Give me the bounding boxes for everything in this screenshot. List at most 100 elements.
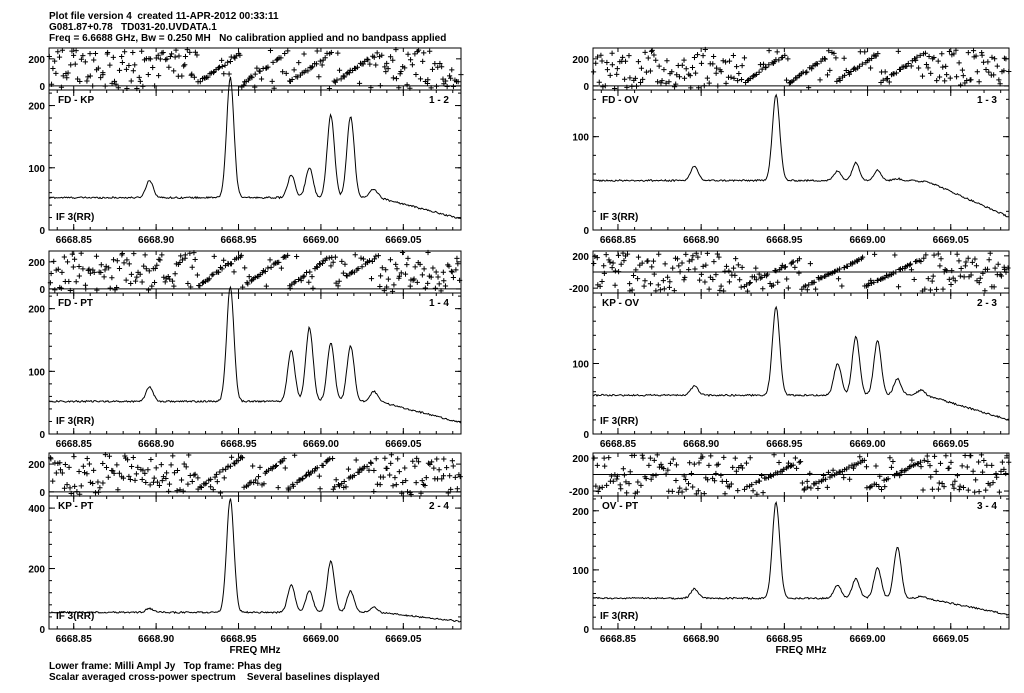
- phase-point: [834, 267, 840, 273]
- phase-point: [432, 285, 438, 291]
- phase-point: [156, 73, 162, 79]
- phase-point: [655, 282, 661, 288]
- phase-y-tick-label: 0: [583, 82, 589, 93]
- phase-point: [128, 280, 134, 287]
- phase-point: [694, 52, 701, 58]
- phase-point: [733, 63, 740, 70]
- phase-point: [976, 489, 982, 495]
- phase-point: [110, 468, 116, 474]
- phase-point: [116, 265, 123, 272]
- baseline-label: FD - KP: [58, 95, 94, 106]
- phase-point: [246, 273, 252, 280]
- panel-fd-ov: 6668.85 6668.90 6668.95 6669.00 6669.05 0 100 0…: [572, 46, 1012, 246]
- phase-point: [871, 279, 877, 285]
- phase-point: [72, 483, 78, 489]
- phase-point: [829, 473, 835, 479]
- phase-point: [614, 476, 620, 482]
- phase-point: [154, 262, 160, 268]
- phase-point: [151, 475, 157, 481]
- amplitude-series-line: [592, 93, 1009, 218]
- phase-point: [314, 264, 320, 270]
- phase-point: [1001, 466, 1007, 472]
- phase-point: [120, 475, 127, 481]
- phase-point: [692, 266, 698, 272]
- phase-point: [990, 479, 996, 486]
- phase-point: [826, 48, 832, 54]
- phase-point: [693, 70, 699, 76]
- phase-point: [163, 475, 169, 482]
- phase-point: [133, 471, 140, 477]
- phase-point: [820, 477, 826, 483]
- phase-point: [907, 262, 913, 268]
- phase-point: [705, 477, 711, 483]
- phase-point: [433, 83, 440, 89]
- phase-point: [58, 285, 64, 291]
- phase-point: [182, 53, 189, 60]
- phase-point: [592, 253, 598, 260]
- phase-point: [228, 261, 235, 267]
- phase-point: [411, 276, 417, 282]
- phase-point: [640, 76, 646, 83]
- phase-point: [624, 490, 630, 496]
- phase-point: [996, 489, 1002, 495]
- phase-point: [633, 267, 639, 273]
- phase-point: [436, 467, 442, 473]
- phase-point: [241, 484, 247, 490]
- phase-point: [602, 83, 608, 89]
- phase-point: [365, 57, 371, 63]
- phase-point: [143, 266, 149, 272]
- phase-point: [103, 464, 110, 471]
- phase-point: [407, 57, 414, 63]
- phase-point: [221, 257, 227, 263]
- phase-frame: [592, 47, 1010, 91]
- phase-point: [857, 454, 863, 460]
- phase-y-tick-label: 0: [39, 285, 45, 296]
- phase-point: [934, 77, 940, 84]
- phase-point: [816, 479, 822, 485]
- phase-point: [876, 483, 882, 490]
- phase-point: [776, 459, 782, 466]
- phase-point: [773, 268, 779, 274]
- x-tick-label: 6669.00: [303, 634, 340, 645]
- phase-point: [614, 66, 620, 72]
- phase-point: [356, 80, 363, 87]
- phase-point: [622, 58, 629, 64]
- phase-point: [673, 462, 680, 468]
- phase-point: [316, 473, 322, 479]
- phase-point: [813, 286, 819, 292]
- phase-point: [941, 484, 947, 490]
- phase-point: [718, 472, 724, 479]
- phase-point: [639, 452, 645, 458]
- phase-point: [979, 469, 986, 475]
- phase-point: [763, 475, 769, 481]
- phase-point: [210, 69, 217, 76]
- phase-point: [962, 452, 968, 459]
- phase-point: [992, 265, 998, 271]
- phase-point: [753, 277, 759, 283]
- phase-point: [162, 279, 168, 285]
- phase-point: [601, 455, 607, 461]
- phase-point: [157, 257, 163, 263]
- phase-point: [137, 78, 143, 85]
- phase-point: [335, 283, 341, 289]
- phase-point: [210, 271, 216, 277]
- phase-point: [833, 55, 839, 61]
- phase-point: [159, 478, 165, 484]
- phase-point: [866, 281, 872, 287]
- phase-point: [785, 460, 792, 466]
- phase-point: [168, 51, 175, 57]
- phase-point: [126, 473, 132, 480]
- phase-point: [73, 279, 79, 285]
- phase-point: [721, 288, 727, 294]
- phase-point: [730, 464, 736, 471]
- phase-point: [813, 480, 819, 486]
- phase-point: [143, 479, 149, 486]
- phase-point: [875, 51, 881, 57]
- phase-point: [917, 459, 924, 465]
- phase-point: [965, 50, 971, 56]
- phase-point: [807, 470, 813, 477]
- phase-point: [84, 471, 90, 477]
- phase-point: [914, 54, 920, 60]
- baseline-number: 3 - 4: [977, 501, 997, 512]
